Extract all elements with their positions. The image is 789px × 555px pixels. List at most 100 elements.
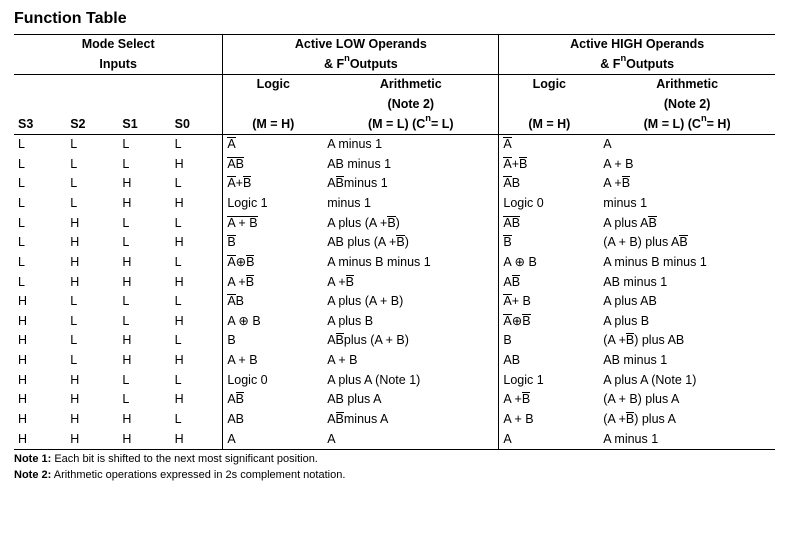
cell-s3: H: [14, 312, 66, 332]
cell-low-logic: AB: [223, 410, 323, 430]
cell-s0: H: [171, 351, 223, 371]
note-1: Note 1: Each bit is shifted to the next …: [14, 452, 775, 467]
table-row: HHLHABAB plus AA + B(A + B) plus A: [14, 390, 775, 410]
hdr-active-high: Active HIGH Operands: [499, 35, 775, 55]
header-row-4: (Note 2) (Note 2): [14, 95, 775, 115]
cell-high-logic: Logic 1: [499, 371, 599, 391]
cell-high-logic: A: [499, 430, 599, 450]
cell-s1: L: [118, 135, 170, 155]
cell-low-logic: A B: [223, 292, 323, 312]
cell-high-arith: A: [599, 135, 775, 155]
table-row: LLLLAA minus 1AA: [14, 135, 775, 155]
cell-s2: L: [66, 331, 118, 351]
cell-low-arith: AB minus A: [323, 410, 499, 430]
cell-s0: H: [171, 194, 223, 214]
cell-high-arith: minus 1: [599, 194, 775, 214]
cell-high-logic: Logic 0: [499, 194, 599, 214]
cell-high-arith: A plus B: [599, 312, 775, 332]
cell-low-logic: A + B: [223, 351, 323, 371]
cell-high-arith: A + B: [599, 155, 775, 175]
cell-s3: H: [14, 351, 66, 371]
cell-s0: L: [171, 253, 223, 273]
cell-s1: H: [118, 351, 170, 371]
table-row: HLLHA ⊕ BA plus BA ⊕ BA plus B: [14, 312, 775, 332]
cell-s0: L: [171, 331, 223, 351]
cell-low-arith: A plus B: [323, 312, 499, 332]
cell-s1: L: [118, 371, 170, 391]
table-row: HLHLBAB plus (A + B)B(A + B) plus AB: [14, 331, 775, 351]
cell-low-logic: A ⊕ B: [223, 312, 323, 332]
hdr-mode-select: Mode Select: [14, 35, 223, 55]
hdr-high-note2: (Note 2): [599, 95, 775, 115]
cell-s0: L: [171, 371, 223, 391]
cell-low-logic: B: [223, 331, 323, 351]
table-row: LHLHBAB plus (A + B)B(A + B) plus AB: [14, 233, 775, 253]
cell-s3: H: [14, 331, 66, 351]
cell-high-logic: A + B: [499, 292, 599, 312]
hdr-low-m-h: (M = H): [223, 115, 323, 135]
cell-high-logic: A: [499, 135, 599, 155]
cell-s0: H: [171, 233, 223, 253]
cell-low-arith: A: [323, 430, 499, 450]
hdr-low-fn: & Fn Outputs: [223, 55, 499, 75]
cell-s2: L: [66, 174, 118, 194]
function-table: Mode Select Active LOW Operands Active H…: [14, 34, 775, 450]
cell-high-arith: (A + B) plus AB: [599, 233, 775, 253]
cell-s1: H: [118, 410, 170, 430]
cell-s1: L: [118, 312, 170, 332]
cell-high-arith: A minus B minus 1: [599, 253, 775, 273]
cell-s2: L: [66, 312, 118, 332]
cell-s0: H: [171, 390, 223, 410]
cell-low-logic: Logic 0: [223, 371, 323, 391]
cell-low-logic: A + B: [223, 214, 323, 234]
cell-s2: L: [66, 135, 118, 155]
cell-low-arith: AB minus 1: [323, 155, 499, 175]
hdr-low-m-l: (M = L) (Cn = L): [323, 115, 499, 135]
hdr-low-note2: (Note 2): [323, 95, 499, 115]
cell-s2: H: [66, 273, 118, 293]
cell-low-arith: A minus B minus 1: [323, 253, 499, 273]
cell-s1: H: [118, 194, 170, 214]
cell-s2: H: [66, 371, 118, 391]
cell-s2: L: [66, 155, 118, 175]
cell-low-arith: AB plus (A + B): [323, 331, 499, 351]
cell-low-arith: A + B: [323, 351, 499, 371]
hdr-high-arith: Arithmetic: [599, 75, 775, 95]
cell-s1: L: [118, 390, 170, 410]
cell-low-arith: minus 1: [323, 194, 499, 214]
cell-s2: H: [66, 410, 118, 430]
cell-s2: L: [66, 351, 118, 371]
cell-low-logic: A + B: [223, 174, 323, 194]
cell-high-arith: (A + B) plus AB: [599, 331, 775, 351]
hdr-s3: S3: [14, 115, 66, 135]
cell-s3: L: [14, 135, 66, 155]
cell-high-logic: A + B: [499, 155, 599, 175]
cell-high-logic: A B: [499, 174, 599, 194]
cell-high-logic: A ⊕ B: [499, 253, 599, 273]
table-row: LLHHLogic 1minus 1Logic 0minus 1: [14, 194, 775, 214]
cell-s3: L: [14, 174, 66, 194]
cell-s2: H: [66, 233, 118, 253]
cell-s2: L: [66, 194, 118, 214]
cell-high-logic: AB: [499, 214, 599, 234]
cell-s1: H: [118, 430, 170, 450]
cell-s3: H: [14, 292, 66, 312]
cell-low-arith: A plus (A + B): [323, 292, 499, 312]
cell-low-logic: B: [223, 233, 323, 253]
cell-high-logic: A + B: [499, 390, 599, 410]
cell-low-arith: A minus 1: [323, 135, 499, 155]
table-row: LHHHA + BA + BABAB minus 1: [14, 273, 775, 293]
table-row: HHLLLogic 0A plus A (Note 1)Logic 1A plu…: [14, 371, 775, 391]
table-row: HLHHA + BA + BABAB minus 1: [14, 351, 775, 371]
header-row-5: S3 S2 S1 S0 (M = H) (M = L) (Cn = L) (M …: [14, 115, 775, 135]
cell-s0: L: [171, 135, 223, 155]
cell-s1: L: [118, 214, 170, 234]
cell-s1: L: [118, 233, 170, 253]
cell-low-logic: A ⊕ B: [223, 253, 323, 273]
cell-s2: H: [66, 253, 118, 273]
cell-high-arith: (A + B) plus A: [599, 410, 775, 430]
cell-high-arith: A plus AB: [599, 292, 775, 312]
cell-s1: H: [118, 273, 170, 293]
cell-low-arith: AB minus 1: [323, 174, 499, 194]
cell-high-logic: A + B: [499, 410, 599, 430]
